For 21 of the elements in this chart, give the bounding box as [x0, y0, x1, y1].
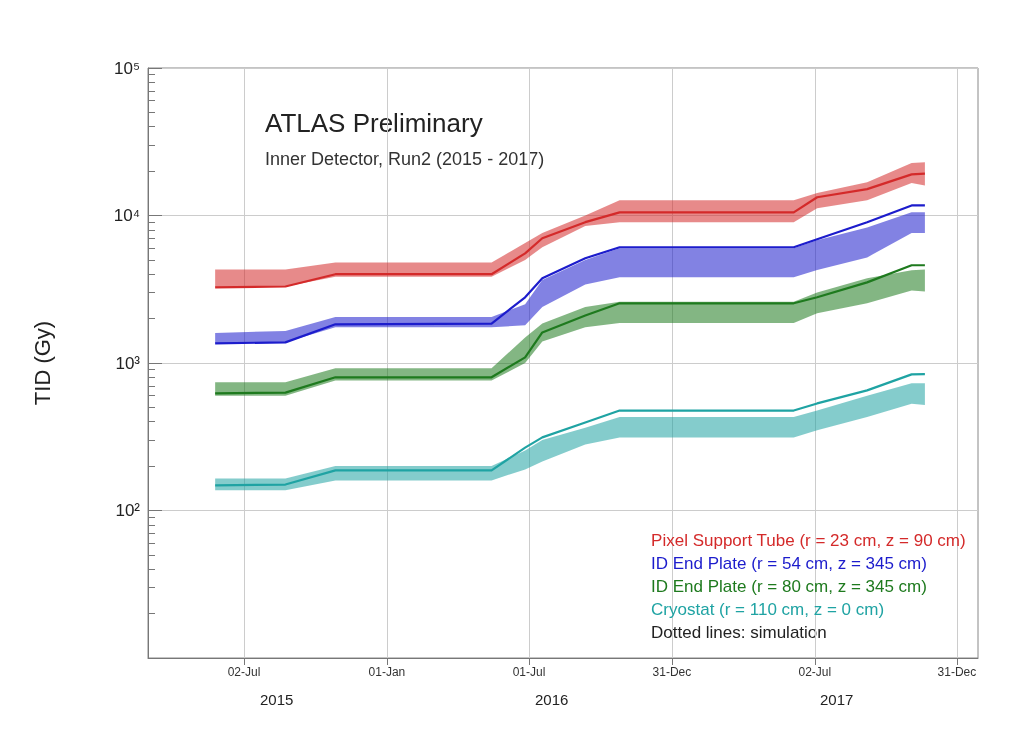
- x-tick-label: 01-Jul: [512, 665, 546, 679]
- y-tick-label: 10²: [115, 501, 141, 520]
- text: Pixel Support Tube (r = 23 cm, z = 90 cm): [651, 531, 966, 550]
- text: 2016: [535, 691, 569, 708]
- y-axis-title: TID (Gy): [29, 320, 55, 406]
- text: 2017: [820, 691, 854, 708]
- x-tick-label: 02-Jul: [227, 665, 261, 679]
- text: ATLAS Preliminary: [265, 108, 483, 138]
- text: ID End Plate (r = 54 cm, z = 345 cm): [651, 554, 927, 573]
- y-tick-label: 10⁴: [113, 206, 140, 225]
- text: ID End Plate (r = 80 cm, z = 345 cm): [651, 577, 927, 596]
- x-tick-label: 01-Jan: [368, 665, 406, 679]
- text: Inner Detector, Run2 (2015 - 2017): [265, 149, 545, 169]
- y-tick-label: 10⁵: [114, 58, 140, 78]
- text: 2015: [260, 691, 294, 708]
- x-tick-label: 02-Jul: [798, 665, 832, 679]
- text: Cryostat (r = 110 cm, z = 0 cm): [651, 600, 885, 619]
- x-tick-label: 31-Dec: [652, 665, 692, 679]
- y-tick-label: 10³: [115, 353, 141, 373]
- x-tick-label: 31-Dec: [937, 665, 977, 679]
- annotation: Dotted lines: simulation: [651, 623, 827, 642]
